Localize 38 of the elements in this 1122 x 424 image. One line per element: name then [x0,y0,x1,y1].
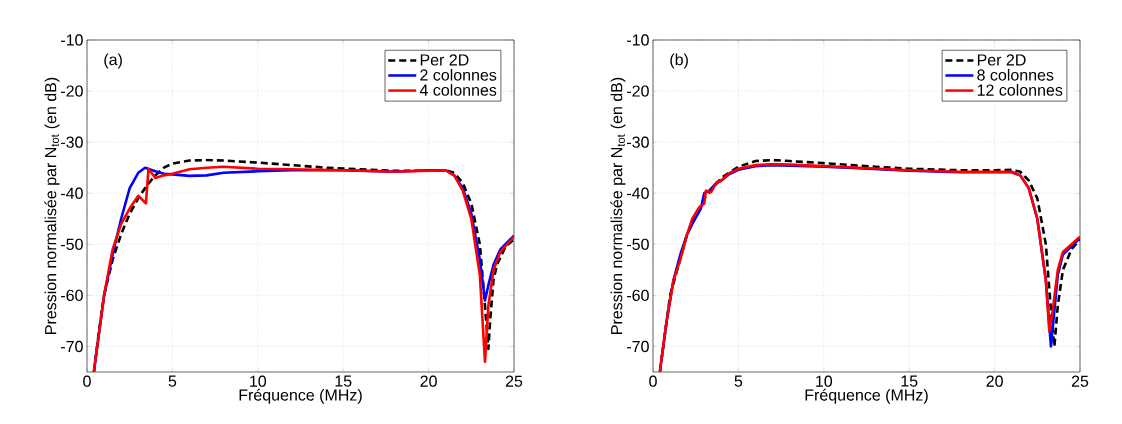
x-tick-label: 15 [335,375,352,387]
y-tick-label: -40 [61,187,83,199]
y-tick-label: -50 [61,238,83,250]
x-tick-label: 20 [986,375,1003,387]
y-tick-label: -40 [627,187,649,199]
x-tick-label: 5 [168,375,177,387]
x-tick-label: 0 [649,375,657,387]
annotation: (a) [104,53,122,69]
annotation: (b) [670,53,688,69]
y-tick-label: -50 [627,238,649,250]
x-tick-label: 5 [734,375,743,387]
x-tick-label: 25 [1071,375,1089,387]
y-tick-label: -60 [61,289,83,302]
legend-label: Per 2D [420,54,469,66]
x-tick-label: 15 [901,375,918,387]
y-tick-label: -10 [627,34,649,46]
y-tick-label: -60 [627,289,649,302]
legend-label: 12 colonnes [977,84,1063,96]
x-tick-label: 0 [83,375,91,387]
x-tick-label: 25 [505,375,523,387]
y-tick-label: -70 [627,340,649,353]
y-axis-title: Pression normalisée par N$_{tot}$ (en dB) [44,77,60,334]
legend-label: Per 2D [977,54,1026,66]
y-tick-label: -20 [627,85,649,97]
y-axis-title: Pression normalisée par N$_{tot}$ (en dB) [610,77,626,334]
y-tick-label: -30 [627,136,649,148]
x-axis-title: Fréquence (MHz) [805,388,928,404]
y-tick-label: -30 [61,136,83,148]
y-tick-label: -10 [61,34,83,46]
x-tick-label: 10 [250,375,267,387]
legend-label: 8 colonnes [977,68,1054,81]
legend-label: 2 colonnes [420,68,497,81]
x-tick-label: 10 [816,375,833,387]
x-axis-title: Fréquence (MHz) [239,388,362,404]
y-tick-label: -20 [61,85,83,97]
legend-label: 4 colonnes [419,84,497,96]
y-tick-label: -70 [61,340,83,353]
x-tick-label: 20 [420,375,437,387]
